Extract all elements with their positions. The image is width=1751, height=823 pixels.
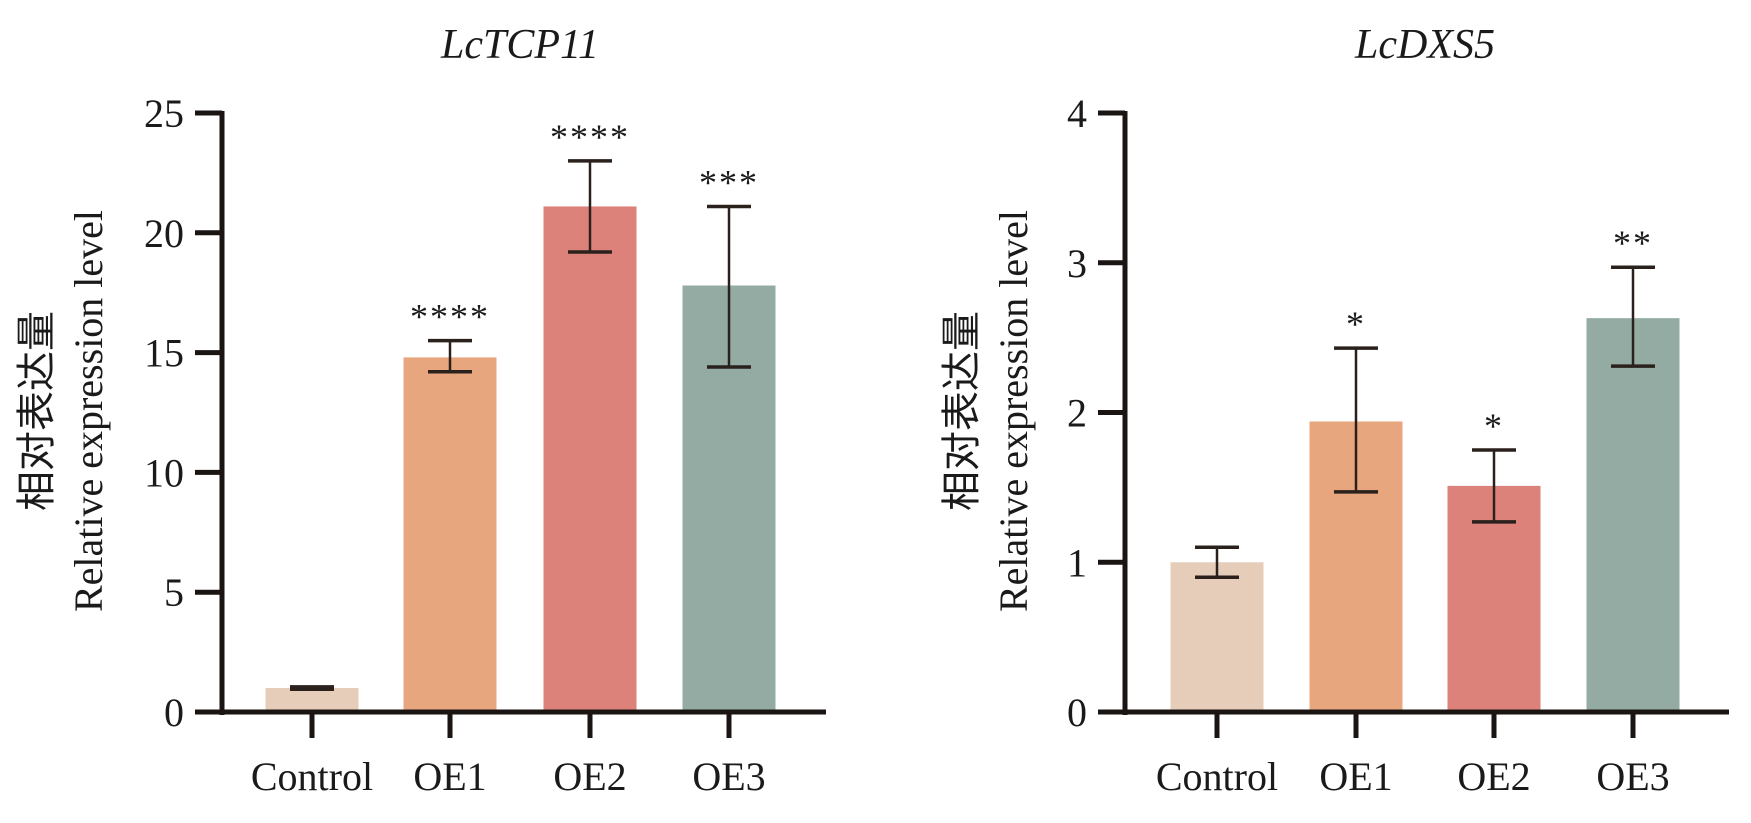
y-tick-label: 10 — [144, 450, 184, 495]
error-bar — [568, 159, 612, 254]
chart-title: LcDXS5 — [1354, 22, 1495, 68]
x-tick-label: OE2 — [553, 754, 626, 799]
x-tick-label: OE3 — [692, 754, 765, 799]
y-axis-label-cn: 相对表达量 — [939, 311, 984, 511]
x-tick-label: OE2 — [1457, 754, 1530, 799]
y-axis-label-cn: 相对表达量 — [14, 311, 59, 511]
significance-label: **** — [550, 117, 630, 157]
y-tick-label: 0 — [1067, 690, 1087, 735]
x-tick-label: OE1 — [413, 754, 486, 799]
y-tick-label: 4 — [1067, 91, 1087, 136]
y-tick-label: 15 — [144, 331, 184, 376]
bar-oe2 — [543, 206, 637, 712]
error-bar — [1472, 448, 1516, 524]
significance-label: *** — [699, 162, 759, 202]
y-tick-label: 2 — [1067, 391, 1087, 436]
chart-panel-lcdxs5: LcDXS5 相对表达量 Relative expression level *… — [939, 22, 1729, 799]
y-axis-label: Relative expression level — [991, 210, 1036, 612]
error-bar — [290, 685, 334, 691]
y-tick-label: 5 — [164, 570, 184, 615]
y-tick-label: 1 — [1067, 540, 1087, 585]
bar-oe1 — [403, 357, 497, 712]
chart-title: LcTCP11 — [440, 22, 599, 68]
y-tick-label: 20 — [144, 211, 184, 256]
chart-panel-lctcp11: LcTCP11 相对表达量 Relative expression level … — [14, 22, 826, 799]
x-tick-label: OE3 — [1596, 754, 1669, 799]
x-tick-label: OE1 — [1319, 754, 1392, 799]
x-tick-label: Control — [1156, 754, 1278, 799]
error-bar — [1334, 346, 1378, 494]
error-bar — [707, 204, 751, 369]
y-tick-label: 3 — [1067, 241, 1087, 286]
y-axis-label: Relative expression level — [66, 210, 111, 612]
significance-label: **** — [410, 297, 490, 337]
bar-control — [1170, 562, 1264, 712]
significance-label: ** — [1613, 223, 1653, 263]
y-tick-label: 0 — [164, 690, 184, 735]
x-tick-label: Control — [251, 754, 373, 799]
error-bar — [1195, 545, 1239, 579]
bar-control — [265, 688, 359, 712]
error-bar — [1611, 265, 1655, 368]
bar-oe3 — [1586, 318, 1680, 712]
y-tick-label: 25 — [144, 91, 184, 136]
significance-label: * — [1346, 304, 1366, 344]
significance-label: * — [1484, 406, 1504, 446]
error-bar — [428, 338, 472, 374]
